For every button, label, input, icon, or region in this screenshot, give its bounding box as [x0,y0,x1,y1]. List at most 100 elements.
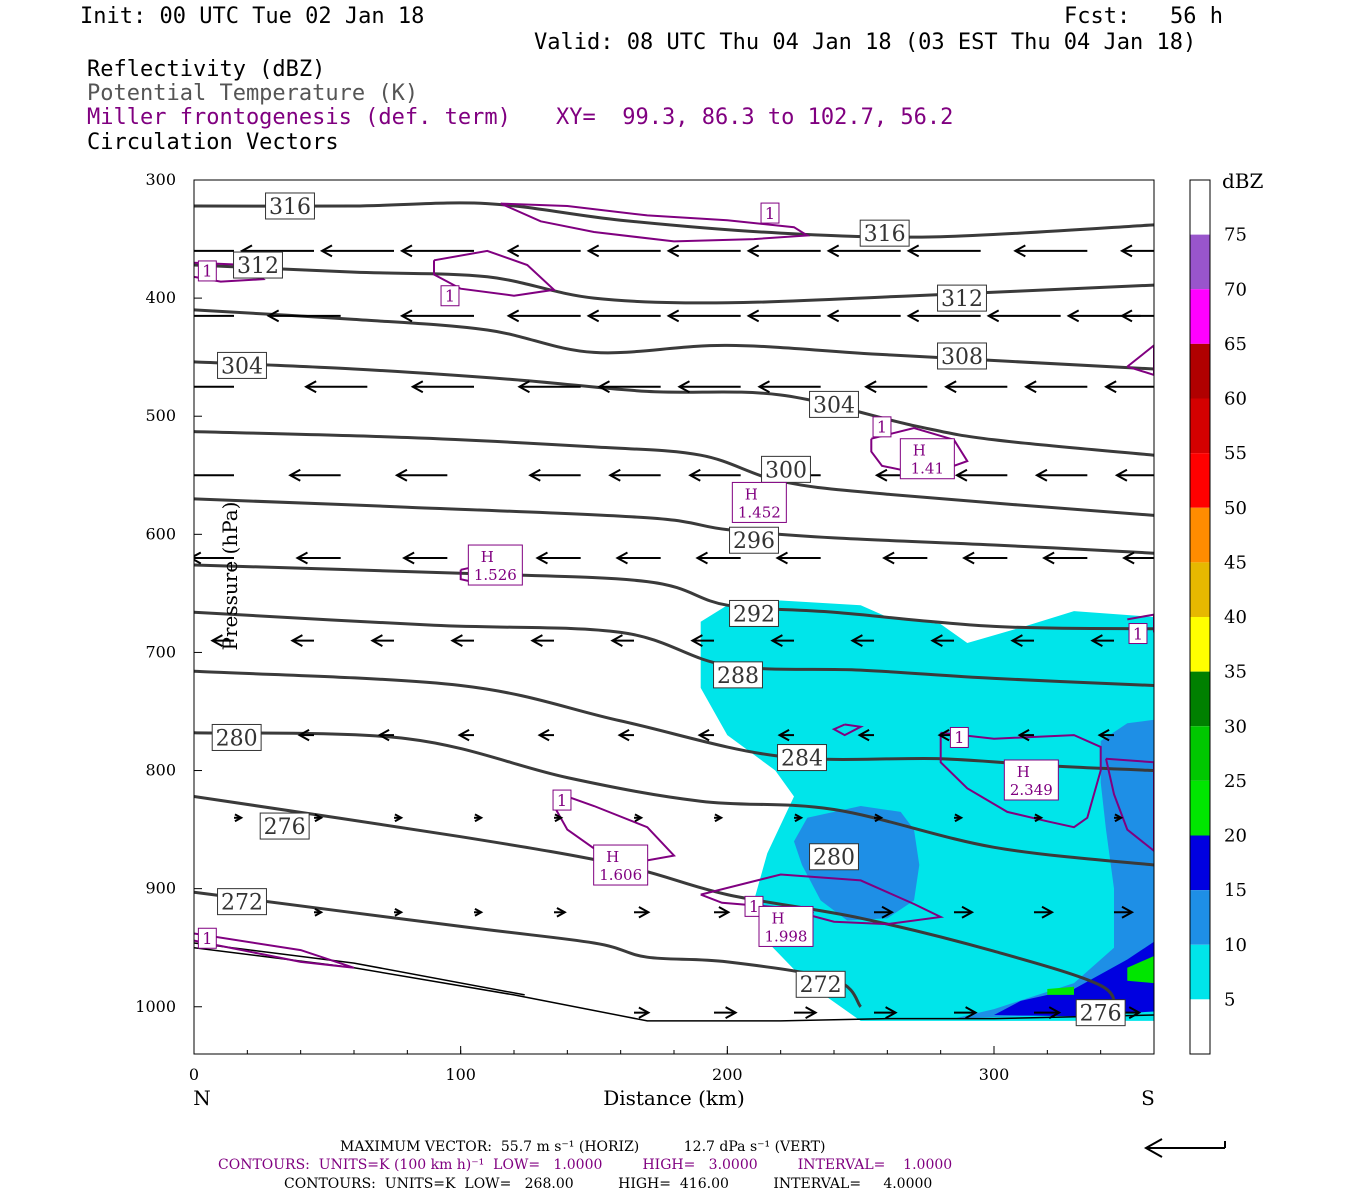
fronto-contour [1127,613,1154,633]
circulation-vector-head [288,468,301,482]
circulation-vector-head [697,729,710,742]
colorbar-swatch [1190,726,1210,781]
svg-text:1: 1 [557,791,567,810]
fronto-label: 1 [760,202,780,224]
svg-text:1: 1 [1133,624,1143,643]
forecast-hour: Fcst: 56 h [1064,4,1223,29]
circulation-vector-head [474,907,484,917]
fronto-contour [939,731,1102,829]
colorbar-tick-label: 20 [1224,826,1247,847]
circulation-vector-head [290,634,303,647]
colorbar-swatch [1190,507,1210,563]
circulation-vector-head [517,380,530,394]
circulation-vector-head [314,813,324,823]
circulation-vector-head [234,813,244,823]
circulation-vector-head [1048,1006,1062,1020]
max-vector-reference-arrow [1143,1138,1226,1158]
x-tick-label: 300 [979,1065,1010,1084]
fronto-high-marker: H [481,548,494,566]
svg-text:280: 280 [813,846,855,871]
circulation-vector-head [714,813,724,823]
circulation-vector-head [677,380,690,394]
theta-contour-280 [194,731,1154,867]
circulation-vector-head [610,634,623,647]
footer-fronto-contours: CONTOURS: UNITS=K (100 km h)⁻¹ LOW= 1.00… [218,1157,953,1173]
circulation-vector-head [962,551,975,565]
theta-label-272: 272 [795,970,846,998]
colorbar-tick-label: 75 [1224,225,1247,246]
colorbar-swatch [1190,890,1210,945]
colorbar-swatch [1190,234,1210,290]
circulation-vector-head [690,634,703,647]
circulation-vector-head [314,907,324,917]
circulation-vector-head [528,468,541,482]
reflectivity-region-5dbz [700,600,1154,1021]
svg-text:308: 308 [941,345,983,370]
reflectivity-region-10dbz [954,719,1154,1019]
x-tick-label: 200 [712,1065,743,1084]
circulation-vector-head [506,309,520,323]
y-axis-label: Pressure (hPa) [218,502,242,651]
fronto-high-label: H1.41 [899,438,955,480]
colorbar-swatch [1190,835,1210,891]
circulation-vector-head [370,634,383,647]
svg-text:304: 304 [221,354,263,379]
svg-text:312: 312 [237,254,279,279]
circulation-vector-head [537,729,550,742]
circulation-vector-head [874,813,884,823]
circulation-vector-head [1010,634,1023,647]
circulation-vector-head [394,813,404,823]
colorbar-tick-label: 10 [1224,935,1247,956]
theta-contour-292 [194,563,1154,631]
theta-contour-316 [194,201,1154,239]
circulation-vector-head [986,309,1000,323]
fronto-contour [433,249,557,297]
circulation-vector-head [954,468,968,482]
theta-contour-300 [194,430,1154,517]
circulation-vector-head [597,380,610,394]
svg-text:300: 300 [765,458,807,483]
fronto-contour [1105,757,1154,853]
circulation-vectors [162,244,1154,1020]
colorbar-tick-label: 35 [1224,662,1247,683]
circulation-vector-head [1128,1006,1142,1020]
circulation-vector-head [394,468,408,482]
circulation-vector-head [162,245,172,256]
circulation-vector-head [634,813,644,823]
circulation-vector-head [937,729,950,742]
y-tick-label: 500 [145,406,176,425]
circulation-vector-head [162,310,172,321]
circulation-vector-head [1114,813,1124,823]
colorbar-tick-label: 50 [1224,498,1247,519]
svg-text:276: 276 [1080,1002,1122,1027]
colorbar: dBZ 5 10 15 20 25 30 35 40 45 50 55 60 65 70 75 [1189,169,1264,1055]
circulation-vector-head [944,380,957,394]
circulation-vector-head [954,813,964,823]
colorbar-frame [1189,179,1211,1055]
axes: Pressure (hPa) Distance (km) N S 0 100 200… [135,170,1155,1110]
x-end-label-south: S [1141,1086,1155,1110]
x-end-label-north: N [193,1086,211,1110]
circulation-vector-head [826,309,840,323]
circulation-vector-head [297,729,310,742]
fronto-label: 1 [949,726,969,748]
cross-section-endpoints: XY= 99.3, 86.3 to 102.7, 56.2 [556,105,954,130]
fronto-contour [1126,344,1154,376]
circulation-vector-head [1042,551,1055,565]
circulation-vector-head [1034,813,1044,823]
circulation-vector-head [304,380,317,394]
y-tick-label: 800 [145,761,176,780]
theta-contour-296 [194,497,1154,555]
colorbar-swatch [1190,671,1210,727]
circulation-vector-head [746,244,760,258]
fronto-high-value: 1.452 [738,503,781,521]
circulation-vector-head [173,381,183,392]
fronto-high-label: H1.606 [593,844,649,886]
theta-contour-276 [194,795,1116,1014]
circulation-vector-head [770,634,783,647]
svg-text:272: 272 [800,973,842,998]
y-tick-label: 700 [145,642,176,661]
svg-text:292: 292 [733,602,775,627]
circulation-vector-head [410,380,424,394]
valid-time: Valid: 08 UTC Thu 04 Jan 18 (03 EST Thu … [534,30,1197,55]
